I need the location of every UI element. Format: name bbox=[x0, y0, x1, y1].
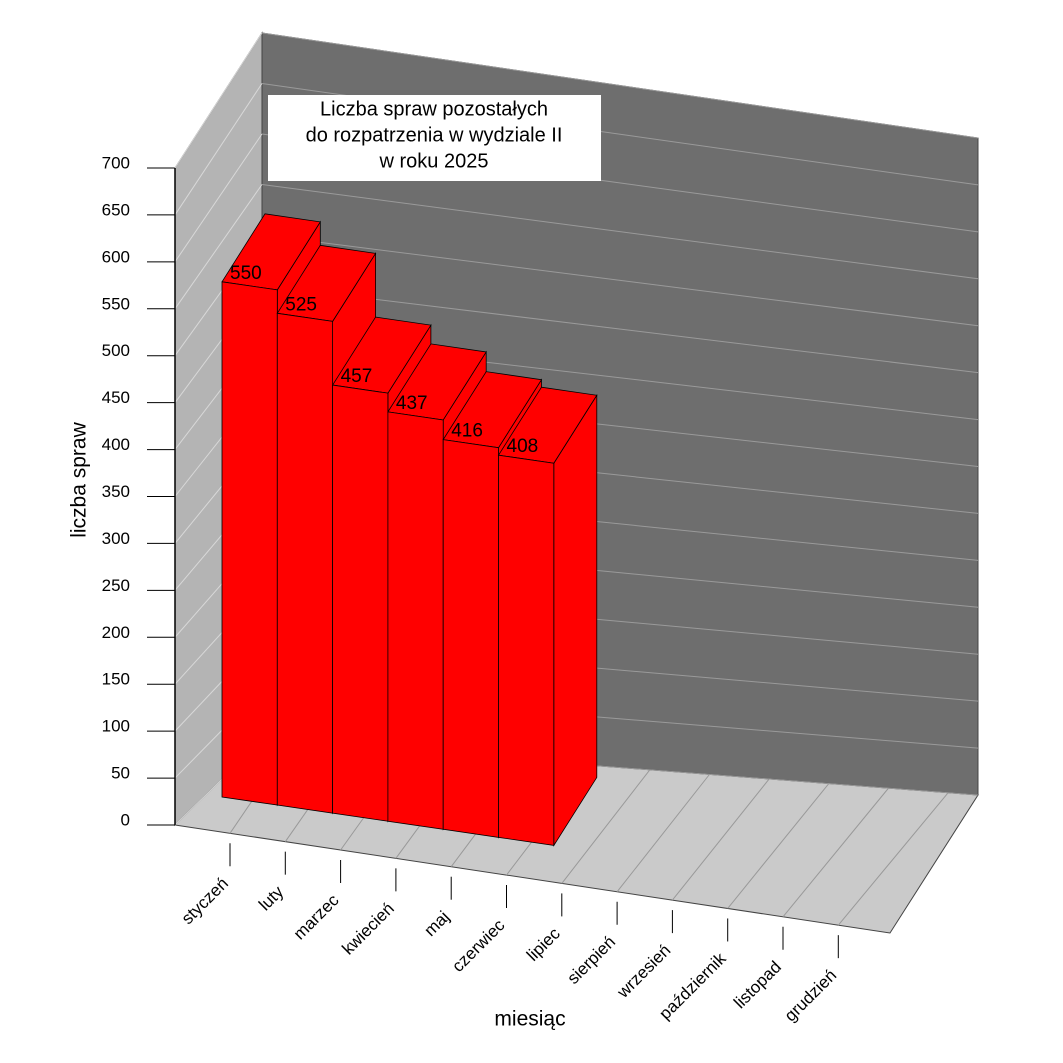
value-label: 437 bbox=[396, 393, 428, 414]
y-tick-label: 100 bbox=[102, 717, 130, 736]
x-tick-label: luty bbox=[255, 882, 287, 914]
x-tick-label: styczeń bbox=[178, 874, 232, 928]
y-tick-label: 650 bbox=[102, 200, 130, 219]
value-label: 416 bbox=[451, 421, 483, 442]
y-tick-label: 400 bbox=[102, 435, 130, 454]
chart-title: Liczba spraw pozostałych bbox=[320, 98, 548, 120]
grid-line bbox=[174, 184, 263, 310]
x-tick-label: grudzień bbox=[781, 966, 841, 1026]
y-tick-label: 500 bbox=[102, 341, 130, 360]
category-line bbox=[561, 769, 651, 884]
x-tick-label: czerwiec bbox=[448, 915, 509, 976]
y-tick-label: 450 bbox=[102, 388, 130, 407]
x-tick-label: lipiec bbox=[523, 924, 564, 965]
grid-line bbox=[261, 32, 979, 139]
value-label: 550 bbox=[230, 263, 262, 284]
title: Liczba spraw pozostałych do rozpatrzenia … bbox=[306, 98, 563, 172]
x-axis-label: miesiąc bbox=[494, 1008, 565, 1031]
y-tick-label: 300 bbox=[102, 529, 130, 548]
bar-side bbox=[553, 393, 598, 847]
bar bbox=[387, 411, 444, 830]
category-line bbox=[782, 787, 889, 918]
bar bbox=[332, 384, 389, 822]
y-tick-label: 700 bbox=[102, 153, 130, 172]
y-tick-label: 250 bbox=[102, 576, 130, 595]
grid-line bbox=[261, 234, 979, 327]
category-line bbox=[837, 792, 949, 926]
bar bbox=[498, 454, 555, 846]
grid-line bbox=[174, 133, 263, 263]
chart-title: do rozpatrzenia w wydziale II bbox=[306, 124, 563, 146]
bar bbox=[276, 312, 334, 814]
grid-line bbox=[174, 32, 263, 169]
chart-title: w roku 2025 bbox=[379, 150, 489, 172]
y-tick-label: 600 bbox=[102, 247, 130, 266]
category-line bbox=[616, 774, 710, 893]
value-label: 408 bbox=[507, 436, 539, 457]
value-label: 457 bbox=[341, 366, 373, 387]
y-axis-label: liczba spraw bbox=[68, 421, 91, 537]
bar bbox=[221, 281, 278, 806]
y-tick-label: 50 bbox=[111, 764, 130, 783]
x-tick-label: wrzesień bbox=[613, 941, 675, 1003]
x-tick-label: sierpień bbox=[564, 932, 620, 988]
x-tick-label: listopad bbox=[730, 957, 785, 1012]
x-tick-label: maj bbox=[420, 907, 453, 940]
bar bbox=[442, 439, 499, 838]
grid-line bbox=[261, 285, 979, 374]
category-line bbox=[727, 783, 830, 909]
y-tick-label: 350 bbox=[102, 482, 130, 501]
bars: 550 525 457 437 416 408 bbox=[221, 213, 598, 847]
y-tick-label: 200 bbox=[102, 623, 130, 642]
grid-line bbox=[261, 184, 979, 280]
grid-line bbox=[174, 83, 263, 216]
category-line bbox=[672, 778, 770, 901]
value-label: 525 bbox=[285, 294, 317, 315]
y-tick-label: 0 bbox=[121, 810, 130, 829]
x-tick-label: marzec bbox=[290, 890, 343, 943]
x-tick-label: kwiecień bbox=[338, 899, 398, 959]
y-tick-label: 550 bbox=[102, 294, 130, 313]
y-tick-label: 150 bbox=[102, 670, 130, 689]
title-box bbox=[268, 95, 601, 181]
